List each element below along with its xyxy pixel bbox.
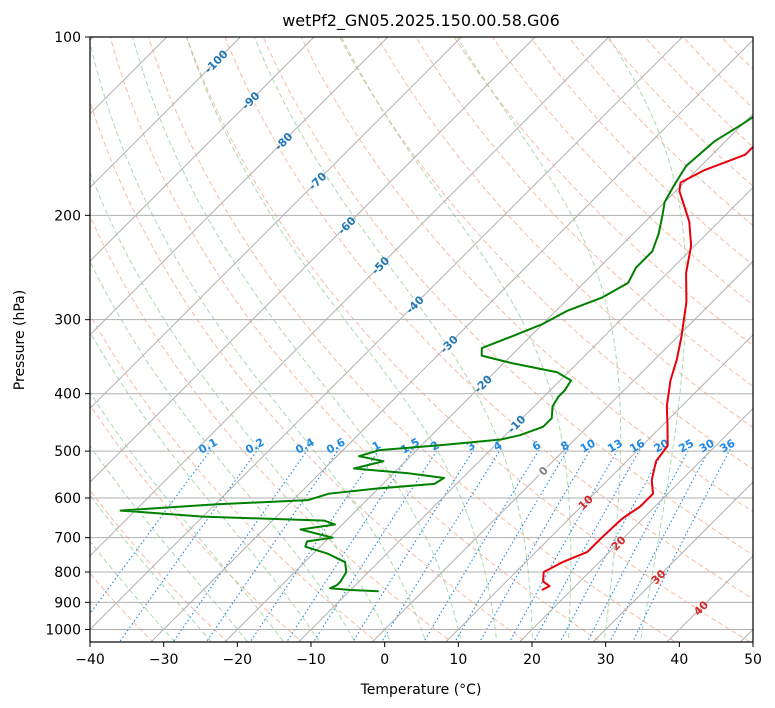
isotherm-line xyxy=(90,37,610,557)
dry-adiabat-line xyxy=(90,313,378,642)
isotherm-label-backing xyxy=(246,95,255,106)
mixing-ratio-line xyxy=(609,448,711,642)
dry-adiabat-line xyxy=(415,37,753,387)
isotherm-line xyxy=(90,37,389,336)
x-tick-label: −40 xyxy=(75,652,105,668)
isotherm-label-backing xyxy=(313,175,322,186)
y-tick-label: 500 xyxy=(54,444,81,460)
dry-adiabat-line xyxy=(148,37,677,642)
isotherm-line xyxy=(224,113,753,642)
isotherm-label-backing xyxy=(539,465,548,476)
isotherm-line xyxy=(150,39,753,642)
y-tick-label: 700 xyxy=(54,531,81,547)
axes: −40 −30 −20 −10 0 10 20 30 40 50 100 200 300 400 500 60… xyxy=(45,30,762,668)
chart-title: wetPf2_GN05.2025.150.00.58.G06 xyxy=(282,11,560,31)
x-tick-label: 10 xyxy=(449,652,467,668)
moist-adiabat-line xyxy=(90,331,321,642)
isotherm-line xyxy=(371,260,753,642)
moist-adiabat-line xyxy=(90,540,176,642)
y-tick-label: 900 xyxy=(54,595,81,611)
mixing-ratio-line xyxy=(586,448,690,642)
isotherm-line xyxy=(592,481,753,642)
isotherm-line xyxy=(445,334,753,642)
y-tick-label: 300 xyxy=(54,313,81,329)
isotherm-label-backing xyxy=(279,136,288,147)
moist-adiabat-line xyxy=(253,37,533,642)
plot-frame xyxy=(89,36,754,643)
dry-adiabat-line xyxy=(90,403,303,642)
isotherm-label-backing xyxy=(512,418,521,429)
isotherm-label-backing xyxy=(211,56,220,67)
isotherm-line xyxy=(90,37,242,189)
isotherm-label-backing xyxy=(342,220,351,231)
dewpoint-profile-line xyxy=(119,115,753,593)
x-tick-label: −20 xyxy=(223,652,253,668)
dry-adiabat-line xyxy=(90,215,453,642)
isotherm-label-backing xyxy=(410,299,419,310)
moist-adiabat-line xyxy=(90,260,356,642)
profile-series xyxy=(119,115,753,593)
isotherm-label-backing xyxy=(376,260,385,271)
grid-lines xyxy=(90,37,753,642)
dry-adiabat-line xyxy=(262,37,753,556)
x-tick-label: −10 xyxy=(296,652,326,668)
y-tick-label: 800 xyxy=(54,565,81,581)
x-tick-label: 50 xyxy=(744,652,762,668)
mixing-ratio-line xyxy=(205,448,340,642)
isotherm-line xyxy=(90,37,315,262)
y-axis-label: Pressure (hPa) xyxy=(12,290,28,390)
isotherm-line xyxy=(90,37,463,410)
isotherm-label-backing xyxy=(444,339,453,350)
isotherm-line xyxy=(90,37,684,631)
dry-adiabat-line xyxy=(300,37,753,513)
moist-adiabat-line xyxy=(132,37,462,642)
isotherm-line xyxy=(518,407,753,642)
x-tick-label: 40 xyxy=(670,652,688,668)
dry-adiabat-line xyxy=(90,572,154,642)
dry-adiabat-line xyxy=(224,37,753,600)
x-tick-label: −30 xyxy=(149,652,179,668)
dry-adiabat-line xyxy=(109,37,602,642)
temperature-profile-line xyxy=(541,145,753,591)
dry-adiabat-line xyxy=(377,37,753,429)
x-tick-label: 20 xyxy=(523,652,541,668)
x-tick-label: 30 xyxy=(597,652,615,668)
mixing-ratio-line xyxy=(631,448,732,642)
x-tick-label: 0 xyxy=(380,652,389,668)
x-axis-label: Temperature (°C) xyxy=(360,682,482,698)
y-tick-label: 200 xyxy=(54,208,81,224)
y-tick-label: 100 xyxy=(54,30,81,46)
dry-adiabat-line xyxy=(186,37,752,642)
mixing-ratio-line xyxy=(559,448,666,642)
y-tick-label: 400 xyxy=(54,387,81,403)
y-tick-label: 1000 xyxy=(45,622,81,638)
isotherm-line xyxy=(90,37,536,483)
isotherm-label-backing xyxy=(478,378,487,389)
isotherm-line xyxy=(297,186,753,642)
y-tick-label: 600 xyxy=(54,491,81,507)
